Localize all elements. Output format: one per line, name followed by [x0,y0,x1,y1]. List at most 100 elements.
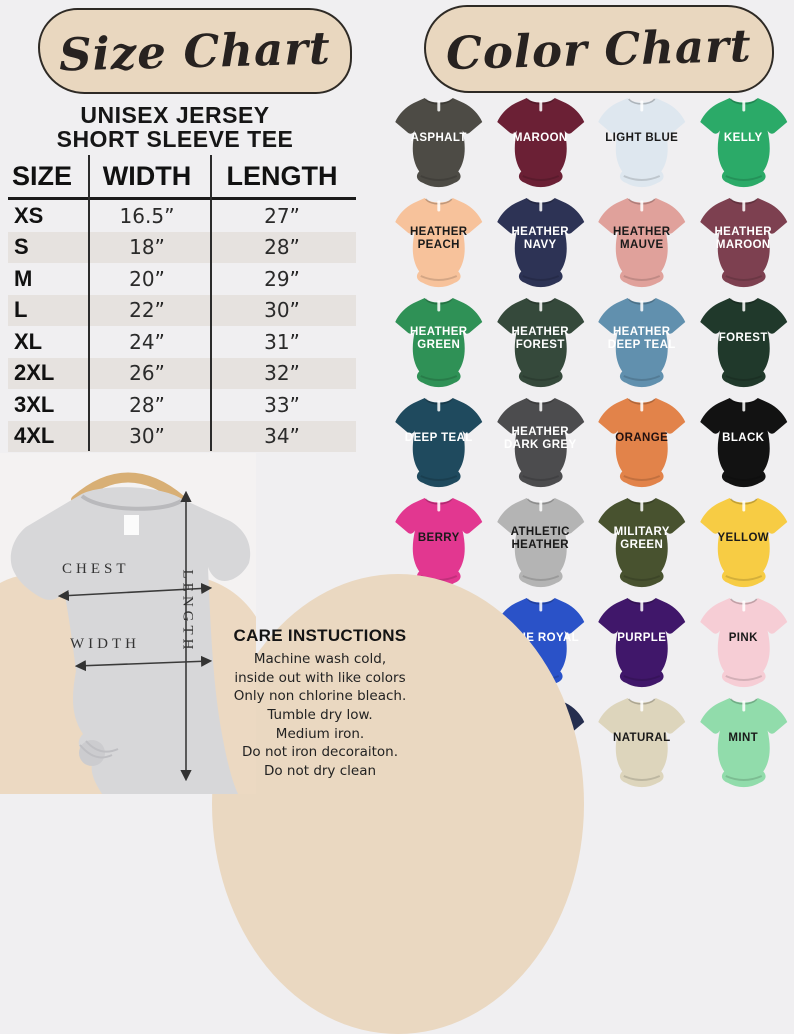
color-swatch: DEEP TEAL [388,392,490,492]
color-name-label: HEATHER GREEN [399,316,479,362]
care-line: inside out with like colors [198,669,442,688]
column-header-length: LENGTH [208,161,356,192]
color-swatch: FOREST [693,292,794,392]
color-swatch: HEATHER GREEN [388,292,490,392]
knot-detail [79,740,105,766]
length-label: LENGTH [179,557,196,667]
color-name-label: HEATHER DARK GREY [501,416,581,462]
placket-detail [640,301,643,312]
placket-detail [437,501,440,512]
size-color-chart-page: { "headers": { "size_chart": "Size Chart… [0,0,794,794]
color-name-label: HEATHER PEACH [399,216,479,262]
color-name-label: PINK [704,616,784,662]
table-row: M 20” 29” [8,263,356,295]
placket-detail [539,201,542,212]
color-swatch: LIGHT BLUE [591,92,693,192]
color-name-label: YELLOW [704,516,784,562]
placket-detail [539,501,542,512]
size-chart-title: Size Chart [59,21,332,81]
placket-detail [640,101,643,112]
size-cell: M [8,266,86,292]
color-swatch: ORANGE [591,392,693,492]
placket-detail [742,501,745,512]
care-line: Do not iron decoraiton. [198,743,442,762]
size-cell: XS [8,203,86,229]
color-name-label: HEATHER FOREST [501,316,581,362]
width-cell: 26” [86,361,208,385]
color-swatch: MAROON [490,92,592,192]
length-cell: 33” [208,393,356,417]
color-swatch: ATHLETIC HEATHER [490,492,592,592]
placket-detail [742,201,745,212]
width-cell: 20” [86,267,208,291]
color-swatch: HEATHER MAUVE [591,192,693,292]
size-cell: 4XL [8,423,86,449]
color-name-label: HEATHER MAUVE [602,216,682,262]
care-line: Machine wash cold, [198,650,442,669]
color-swatch: MINT [693,692,794,792]
length-cell: 31” [208,330,356,354]
size-cell: XL [8,329,86,355]
color-chart-header-pill: Color Chart [424,5,774,93]
color-name-label: MILITARY GREEN [602,516,682,562]
care-line: Medium iron. [198,725,442,744]
placket-detail [640,701,643,712]
care-heading: CARE INSTUCTIONS [198,626,442,646]
color-swatch: NATURAL [591,692,693,792]
color-name-label: PURPLE [602,616,682,662]
width-cell: 28” [86,393,208,417]
placket-detail [742,601,745,612]
color-swatch: HEATHER DARK GREY [490,392,592,492]
placket-detail [539,101,542,112]
placket-detail [640,201,643,212]
column-header-width: WIDTH [86,161,208,192]
placket-detail [742,701,745,712]
placket-detail [742,101,745,112]
product-title: UNISEX JERSEY SHORT SLEEVE TEE [20,103,330,151]
size-table: SIZE WIDTH LENGTH XS 16.5” 27” S 18” 28”… [8,155,356,452]
color-name-label: HEATHER MAROON [704,216,784,262]
placket-detail [742,301,745,312]
color-name-label: KELLY [704,116,784,162]
width-cell: 30” [86,424,208,448]
color-name-label: ASPHALT [399,116,479,162]
color-name-label: HEATHER DEEP TEAL [602,316,682,362]
color-swatch: HEATHER NAVY [490,192,592,292]
size-cell: L [8,297,86,323]
color-name-label: HEATHER NAVY [501,216,581,262]
color-swatch: HEATHER MAROON [693,192,794,292]
length-cell: 32” [208,361,356,385]
color-swatch: PINK [693,592,794,692]
placket-detail [539,601,542,612]
table-row: S 18” 28” [8,232,356,264]
table-row: 2XL 26” 32” [8,358,356,390]
care-line: Tumble dry low. [198,706,442,725]
color-name-label: BLACK [704,416,784,462]
table-row: 3XL 28” 33” [8,389,356,421]
color-name-label: BERRY [399,516,479,562]
width-label: WIDTH [70,636,140,653]
width-cell: 22” [86,298,208,322]
table-row: 4XL 30” 34” [8,421,356,453]
color-name-label: FOREST [704,316,784,362]
color-name-label: ORANGE [602,416,682,462]
color-swatch: HEATHER DEEP TEAL [591,292,693,392]
placket-detail [539,401,542,412]
placket-detail [640,601,643,612]
size-cell: S [8,234,86,260]
placket-detail [640,401,643,412]
table-divider-line [210,155,212,451]
placket-detail [437,401,440,412]
product-title-line1: UNISEX JERSEY [20,103,330,127]
length-cell: 30” [208,298,356,322]
length-cell: 34” [208,424,356,448]
care-instructions: CARE INSTUCTIONS Machine wash cold, insi… [198,626,442,780]
care-line: Only non chlorine bleach. [198,687,442,706]
color-name-label: NATURAL [602,716,682,762]
color-name-label: DEEP TEAL [399,416,479,462]
color-swatch: MILITARY GREEN [591,492,693,592]
color-swatch: YELLOW [693,492,794,592]
table-divider-line [88,155,90,451]
width-cell: 24” [86,330,208,354]
placket-detail [742,401,745,412]
